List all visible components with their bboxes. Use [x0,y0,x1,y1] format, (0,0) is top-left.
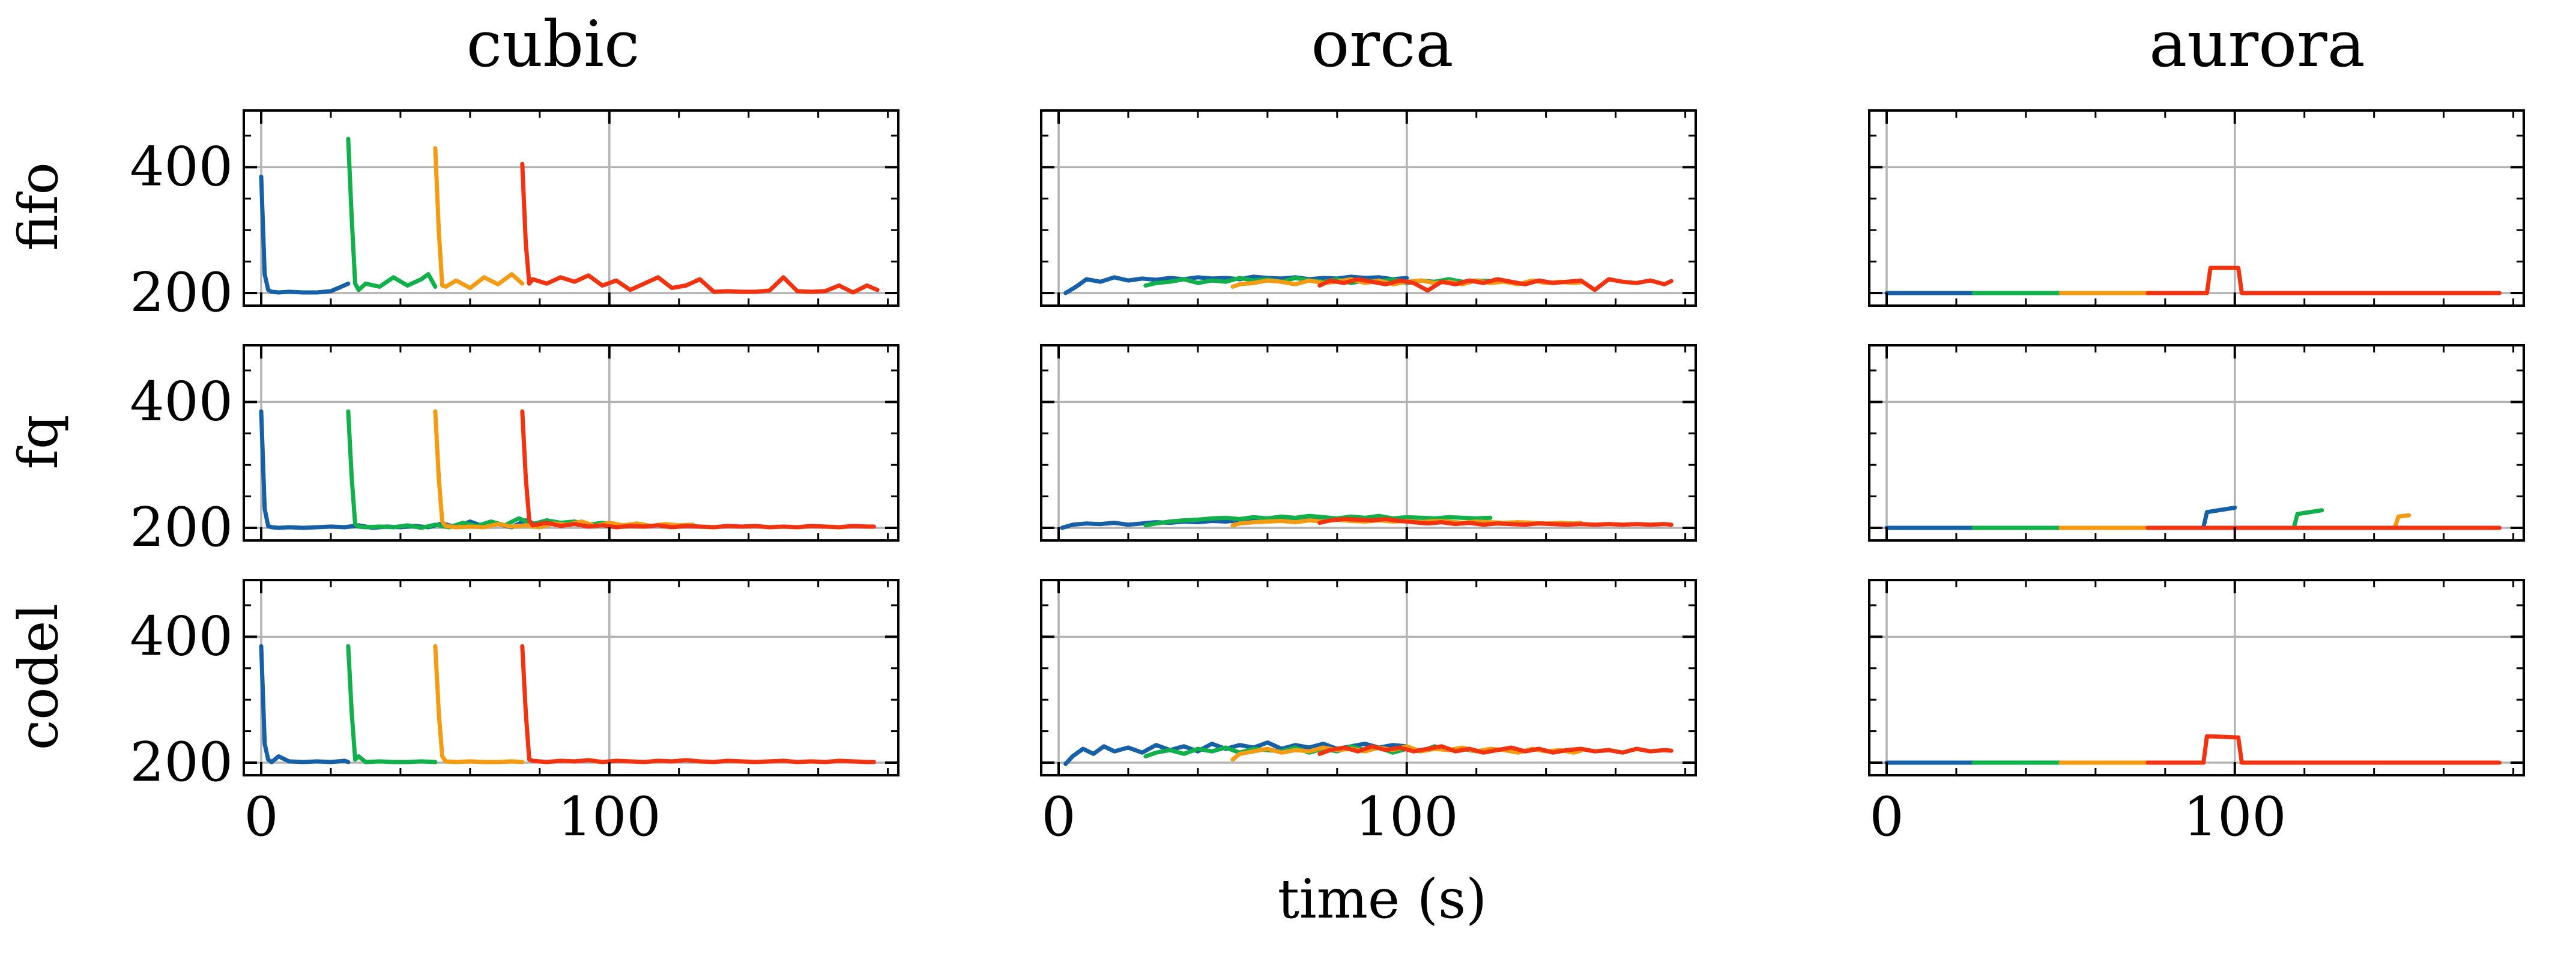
x-tick-label: 0 [1869,785,1903,849]
axes-frame [243,579,899,776]
axes-frame [1868,579,2525,776]
series-line-3 [2058,513,2411,530]
series-line-3 [433,409,695,530]
series-line-4 [1317,516,1673,527]
panel-aurora-fifo [1868,109,2525,307]
series-line-4 [1317,744,1673,756]
series-line-3 [433,146,525,291]
column-title-orca: orca [1311,7,1453,81]
series-group [1884,506,2502,530]
axes-frame [1040,109,1697,307]
panel-cubic-codel: 200 400 0 100 [130,579,899,849]
series-group [1063,274,1673,295]
row-label-fq: fq [7,415,70,470]
series-group [259,644,876,764]
series-line-4 [520,409,876,530]
axes-frame [243,109,899,307]
y-tick-label: 200 [130,731,233,794]
series-line-4 [1317,277,1673,293]
x-tick-label: 100 [558,785,661,849]
series-line-4 [520,644,876,764]
series-line-4 [520,162,880,295]
y-tick-label: 400 [130,135,233,198]
series-line-2 [1143,513,1493,528]
y-tick-label: 200 [130,496,233,559]
panel-aurora-fq [1868,344,2525,542]
series-line-3 [433,644,525,764]
row-label-fifo: fifo [7,162,70,251]
panel-cubic-fifo: 200 400 [130,109,899,324]
series-group [259,409,876,530]
series-line-2 [346,644,438,764]
series-group [1884,734,2502,765]
panel-cubic-fq: 200 400 [130,344,899,559]
panel-grid: 200 400 200 400 200 400 0 100 0 100 0 100 [130,109,2525,849]
series-line-4 [2145,734,2502,765]
series-line-1 [259,174,351,295]
y-tick-label: 200 [130,261,233,324]
axes-frame [1040,579,1697,776]
column-title-cubic: cubic [467,7,640,81]
y-tick-label: 400 [130,605,233,668]
panel-orca-fq [1040,344,1697,542]
x-tick-label: 100 [1355,785,1459,849]
series-group [1884,265,2502,295]
row-label-codel: codel [7,604,70,750]
axes-frame [1868,344,2525,542]
x-tick-label: 0 [244,785,278,849]
series-group [259,136,880,295]
axes-frame [1868,109,2525,307]
panel-aurora-codel: 0 100 [1868,579,2525,849]
series-line-1 [259,644,351,764]
x-axis-label: time (s) [1278,868,1487,931]
column-title-aurora: aurora [2149,7,2365,81]
x-tick-label: 100 [2183,785,2287,849]
series-line-2 [346,136,438,292]
series-line-2 [1971,508,2324,530]
series-line-1 [1884,506,2237,530]
y-tick-label: 400 [130,370,233,433]
panel-orca-fifo [1040,109,1697,307]
axes-frame [243,344,899,542]
panel-orca-codel: 0 100 [1040,579,1697,849]
series-line-4 [2145,265,2502,295]
series-line-2 [346,409,612,530]
series-group [1060,513,1673,530]
series-line-1 [259,409,556,530]
axes-frame [1040,344,1697,542]
x-tick-label: 0 [1041,785,1075,849]
series-group [1063,740,1673,766]
